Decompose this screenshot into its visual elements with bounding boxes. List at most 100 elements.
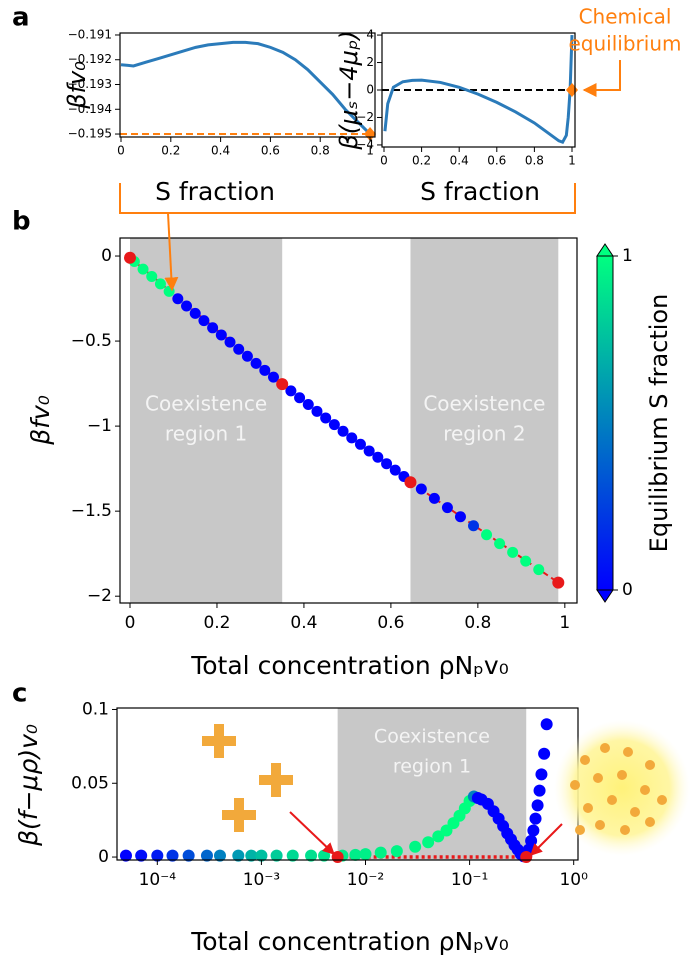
point	[255, 849, 268, 862]
x-tick-label: 0.2	[161, 144, 180, 158]
point	[302, 399, 314, 411]
y-tick-label: 0.05	[71, 773, 109, 793]
x-tick-label: 0.2	[412, 154, 431, 168]
point	[286, 849, 299, 862]
point	[507, 546, 519, 558]
point	[233, 343, 245, 355]
droplet-particles	[570, 743, 667, 835]
point	[207, 322, 219, 334]
arrow	[289, 811, 335, 855]
point	[189, 307, 201, 319]
x-tick-label: 0	[125, 613, 136, 633]
colorbar-tick-label: 1	[622, 246, 633, 266]
point	[428, 492, 440, 504]
marker	[565, 83, 578, 97]
point	[285, 385, 297, 397]
x-tick-label: 10⁻³	[243, 870, 280, 890]
point	[454, 511, 466, 523]
point	[200, 849, 213, 862]
panel-letter: b	[12, 207, 31, 237]
panel-letter: a	[12, 3, 30, 33]
point	[311, 405, 323, 417]
point	[381, 458, 393, 470]
colorbar-frame	[596, 255, 614, 591]
y-axis-label: βfv₀	[63, 61, 91, 110]
point	[389, 464, 401, 476]
annotation: equilibrium	[569, 32, 682, 56]
x-tick-label: 0	[117, 144, 125, 158]
point	[533, 784, 546, 797]
point	[390, 845, 403, 858]
point	[320, 412, 332, 424]
colorbar-tick-label: 0	[622, 580, 633, 600]
x-axis-label: Total concentration ρNₚv₀	[190, 927, 509, 956]
coexistence-region	[410, 238, 559, 603]
y-tick-label: 0	[366, 83, 374, 97]
point	[137, 263, 149, 275]
point	[232, 849, 245, 862]
x-tick-label: 0	[380, 154, 388, 168]
equilibrium-point	[552, 576, 565, 589]
point	[494, 538, 506, 550]
x-tick-label: 0.4	[290, 613, 317, 633]
point	[535, 768, 548, 781]
point	[441, 502, 453, 514]
point	[224, 336, 236, 348]
region-label: Coexistence	[145, 392, 267, 416]
x-tick-label: 0.2	[203, 613, 230, 633]
x-tick-label: 1	[568, 154, 576, 168]
y-axis-label: β(μₛ−4μₚ)	[335, 30, 363, 150]
droplet-glow	[554, 720, 690, 856]
connector	[119, 183, 576, 214]
panel-letter: c	[12, 679, 27, 709]
arrow	[164, 212, 179, 292]
arrow	[582, 60, 621, 97]
y-tick-label: −0.192	[68, 52, 112, 66]
y-tick-label: 4	[366, 28, 374, 42]
point	[328, 419, 340, 431]
region-label: region 2	[443, 422, 525, 446]
polymer-icons	[202, 724, 293, 832]
x-axis-label: S fraction	[420, 177, 540, 206]
x-tick-label: 0.4	[450, 154, 469, 168]
point	[198, 315, 210, 327]
x-axis-label: S fraction	[155, 177, 275, 206]
point	[481, 529, 493, 541]
x-tick-label: 1	[559, 613, 570, 633]
point	[305, 849, 318, 862]
point	[154, 278, 166, 290]
point	[151, 849, 164, 862]
x-tick-label: 0.6	[487, 154, 506, 168]
y-tick-label: −1	[87, 416, 112, 436]
point	[215, 329, 227, 341]
point	[294, 392, 306, 404]
point	[409, 840, 422, 853]
point	[372, 451, 384, 463]
y-tick-label: −2	[87, 586, 112, 606]
colorbar-extend	[596, 589, 614, 603]
point	[267, 371, 279, 383]
x-tick-label: 10⁻¹	[451, 870, 488, 890]
point	[146, 270, 158, 282]
point	[468, 520, 480, 532]
point	[529, 812, 542, 825]
equilibrium-point	[124, 251, 137, 264]
point	[349, 848, 362, 861]
point	[359, 848, 372, 861]
axes-frame	[119, 237, 578, 604]
point	[135, 849, 148, 862]
point	[172, 293, 184, 305]
x-tick-label: 0.8	[525, 154, 544, 168]
equilibrium-point	[404, 476, 417, 489]
coexistence-region	[337, 708, 527, 860]
x-tick-label: 0.4	[211, 144, 230, 158]
point	[527, 824, 540, 837]
arrow	[530, 823, 563, 856]
point	[241, 350, 253, 362]
point	[525, 834, 538, 847]
point	[166, 849, 179, 862]
y-tick-label: −1.5	[71, 501, 112, 521]
point	[163, 285, 175, 297]
y-tick-label: −0.195	[68, 127, 112, 141]
